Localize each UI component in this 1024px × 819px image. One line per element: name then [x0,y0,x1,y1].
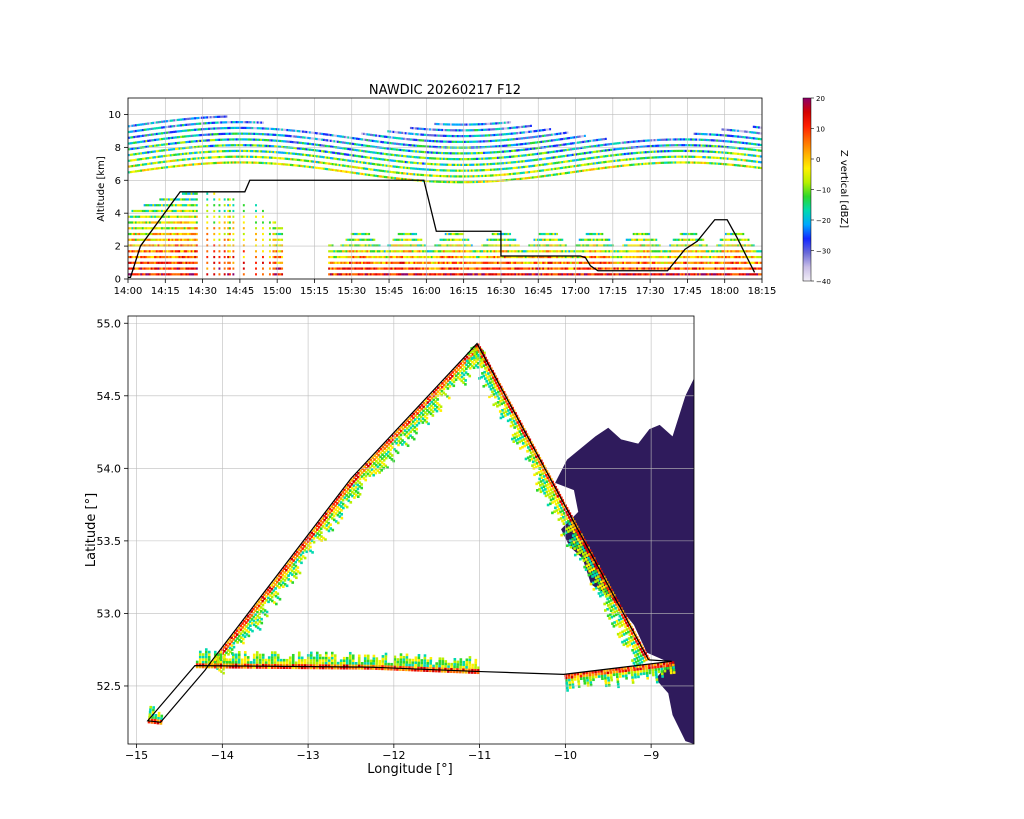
colorbar-tick-label: 0 [816,156,820,164]
map-y-tick-label: 55.0 [97,317,122,330]
map-y-tick-label: 53.5 [97,535,122,548]
curtain-x-tick-label: 15:00 [263,286,292,297]
curtain-grid [127,98,763,280]
curtain-y-tick-label: 4 [115,209,121,220]
curtain-x-tick-label: 16:45 [524,286,553,297]
flight-altitude-polyline [128,179,756,279]
colorbar [802,97,812,282]
curtain-y-tick-label: 8 [115,143,121,154]
curtain-y-tick-label: 2 [115,242,121,253]
map-x-label: Longitude [°] [367,762,452,777]
curtain-x-axis: 14:00 14:15 14:30 14:45 15:00 15:15 15:30 15:45… [114,279,777,297]
curtain-x-tick-label: 17:00 [561,286,590,297]
flight-altitude-line [128,179,756,279]
curtain-x-tick-label: 16:00 [412,286,441,297]
curtain-x-tick-label: 17:15 [598,286,627,297]
map-x-axis: −15 −14 −13 −12 −11 −10 −9 [125,744,659,762]
curtain-x-tick-label: 18:00 [710,286,739,297]
map-x-tick-label: −14 [211,749,234,762]
curtain-x-tick-label: 16:15 [449,286,478,297]
curtain-x-tick-label: 14:45 [225,286,254,297]
map-y-tick-label: 54.0 [97,462,122,475]
curtain-x-tick-label: 17:45 [673,286,702,297]
land-terrain [555,316,694,744]
curtain-y-label: Altitude [km] [96,156,107,222]
colorbar-ticks: 20 10 0 −10 −20 −30 −40 [811,95,831,286]
map-echo-field [147,343,676,725]
colorbar-label: Z vertical [dBZ] [838,150,849,228]
curtain-x-tick-label: 17:30 [636,286,665,297]
map-y-axis: 52.5 53.0 53.5 54.0 54.5 55.0 [97,317,128,693]
map-grid [128,316,694,744]
curtain-frame [127,97,763,280]
colorbar-tick-label: −40 [816,278,831,286]
curtain-x-tick-label: 14:30 [188,286,217,297]
colorbar-tick-label: −10 [816,187,831,195]
colorbar-tick-label: 10 [816,126,825,134]
colorbar-tick-label: −30 [816,248,831,256]
map-x-tick-label: −12 [382,749,405,762]
curtain-y-tick-label: 6 [115,176,121,187]
curtain-x-tick-label: 15:45 [375,286,404,297]
curtain-x-tick-label: 18:15 [748,286,777,297]
colorbar-tick-label: 20 [816,95,825,103]
curtain-x-tick-label: 15:30 [337,286,366,297]
map-x-tick-label: −11 [468,749,491,762]
flight-track-polyline [146,342,672,723]
flight-track [146,342,672,723]
curtain-x-tick-label: 16:30 [487,286,516,297]
map-x-tick-label: −9 [643,749,659,762]
map-y-tick-label: 52.5 [97,680,122,693]
curtain-y-tick-label: 0 [115,275,121,286]
map-y-tick-label: 53.0 [97,607,122,620]
curtain-y-tick-label: 10 [108,110,121,121]
map-y-tick-label: 54.5 [97,390,122,403]
curtain-y-axis: 0 2 4 6 8 10 [108,110,128,286]
map-x-tick-label: −13 [296,749,319,762]
figure-title: NAWDIC 20260217 F12 [369,83,521,98]
land-polygon [555,316,694,744]
curtain-x-tick-label: 15:15 [300,286,329,297]
curtain-x-tick-label: 14:00 [114,286,143,297]
map-frame [127,315,695,745]
colorbar-tick-label: −20 [816,217,831,225]
map-x-tick-label: −15 [125,749,148,762]
curtain-x-tick-label: 14:15 [151,286,180,297]
map-y-label: Latitude [°] [84,493,99,567]
map-x-tick-label: −10 [554,749,577,762]
